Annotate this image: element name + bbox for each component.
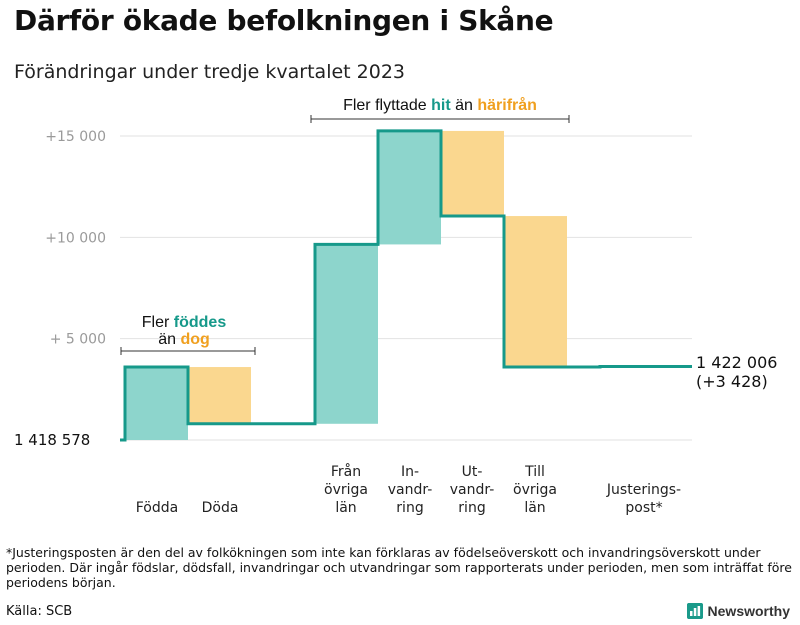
y-tick-label: +10 000: [45, 230, 106, 246]
chart-subtitle: Förändringar under tredje kvartalet 2023: [14, 61, 406, 83]
category-label: Födda: [136, 500, 178, 516]
category-label: Ut-: [462, 464, 483, 480]
waterfall-step-line: [120, 129, 692, 442]
bar-decrease: [188, 367, 251, 424]
category-label: Justerings-: [606, 482, 681, 498]
category-label: ring: [396, 500, 423, 516]
bar-decrease: [504, 216, 567, 368]
births-annotation-line1: Fler föddes: [142, 314, 227, 331]
migration-annotation: Fler flyttade hit än härifrån: [310, 96, 570, 123]
category-label: In-: [401, 464, 419, 480]
category-label: län: [335, 500, 356, 516]
category-label: Till: [524, 464, 545, 480]
y-tick-label: + 5 000: [50, 332, 106, 348]
category-label: län: [524, 500, 545, 516]
category-label: övriga: [324, 482, 368, 498]
category-labels: Födda Döda Från övriga län In-vandr-ring Ut-va…: [136, 463, 681, 516]
migration-annotation-text: Fler flyttade hit än härifrån: [343, 96, 537, 114]
start-value-label: 1 418 578: [14, 431, 90, 449]
bars: [125, 130, 567, 440]
bar-decrease: [441, 130, 504, 217]
bar-increase: [125, 367, 188, 440]
y-tick-label: +15 000: [45, 129, 106, 145]
bar-increase: [315, 244, 378, 424]
gridlines: [120, 135, 692, 441]
category-label: vandr-: [450, 482, 495, 498]
category-label: övriga: [513, 482, 557, 498]
newsworthy-logo-icon: [686, 603, 703, 619]
births-annotation-line2: än dog: [158, 331, 210, 348]
category-label: post*: [625, 500, 662, 516]
bar-increase: [378, 130, 441, 245]
brand-name: Newsworthy: [707, 603, 790, 619]
source-label: Källa: SCB: [6, 604, 73, 619]
y-axis-ticks: + 5 000 +10 000 +15 000: [45, 129, 106, 348]
brand-logo: Newsworthy: [686, 603, 790, 619]
chart-title: Därför ökade befolkningen i Skåne: [14, 4, 554, 37]
waterfall-chart: + 5 000 +10 000 +15 000 Födda Döda Från övrig…: [14, 96, 777, 516]
category-label: ring: [458, 500, 485, 516]
births-annotation: Fler föddes än dog: [120, 314, 256, 355]
end-value-label: 1 422 006: [696, 353, 777, 372]
footnote: *Justeringsposten är den del av folkökni…: [6, 545, 792, 590]
category-label: Från: [331, 463, 361, 480]
step-lines: [120, 129, 692, 442]
category-label: vandr-: [388, 482, 433, 498]
category-label: Döda: [202, 500, 239, 516]
end-change-label: (+3 428): [696, 372, 768, 391]
